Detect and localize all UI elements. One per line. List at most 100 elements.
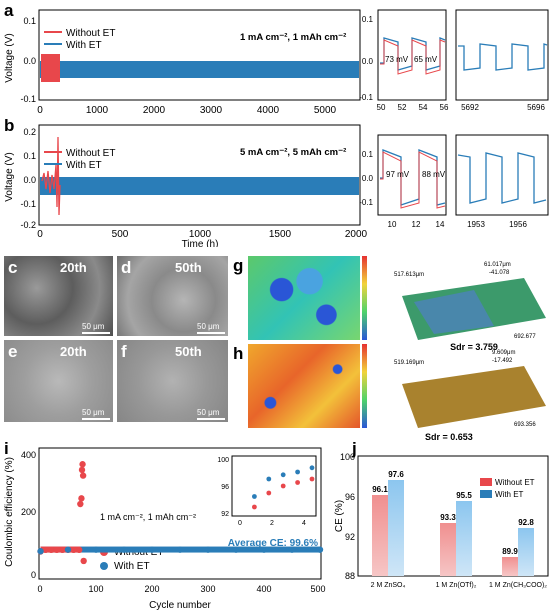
y-tick: 92 (221, 511, 229, 518)
ce-point-with-et (37, 548, 44, 555)
x-tick: 300 (200, 584, 215, 594)
legend-with-et: With ET (114, 561, 150, 572)
surface-3d-h (402, 366, 546, 428)
bar-value-label: 97.6 (388, 470, 404, 479)
scale-bar-label: 50 μm (197, 408, 220, 417)
panel-c-letter: c (8, 258, 18, 277)
panel-a-zoom1-trace-without (380, 39, 446, 75)
x-tick: 2000 (345, 229, 368, 240)
panel-a-with-et-trace (40, 61, 359, 78)
y-tick: 0.0 (362, 57, 374, 66)
panel-b-letter: b (4, 116, 14, 135)
y-tick: 100 (340, 452, 355, 462)
y-tick: 92 (345, 532, 355, 542)
x-tick: 10 (388, 220, 397, 229)
panel-i-inset-frame (231, 455, 317, 517)
x-tick: 4000 (257, 105, 280, 116)
x-tick: 2000 (143, 105, 166, 116)
inset-point-without-et (309, 476, 315, 482)
panel-b-frame (38, 124, 361, 226)
y-tick: 0.0 (23, 175, 36, 185)
scale-bar (197, 332, 225, 334)
bar-value-label: 96.1 (372, 485, 388, 494)
y-tick: 0.1 (362, 150, 374, 159)
zoom-annot: 88 mV (422, 170, 446, 179)
x-tick: 100 (88, 584, 103, 594)
y-axis-label: Voltage (V) (4, 33, 15, 82)
ce-point-with-et (316, 546, 324, 553)
x-tick: 0 (37, 105, 43, 116)
panel-i-letter: i (4, 440, 9, 458)
y-tick: 0.1 (23, 16, 36, 26)
sem-cycle-label: 20th (60, 344, 87, 359)
panel-b-condition: 5 mA cm⁻², 5 mAh cm⁻² (240, 147, 346, 158)
bar-with-et (456, 501, 472, 576)
x-tick: 5000 (314, 105, 337, 116)
x-tick: 1956 (509, 220, 527, 229)
x-tick: 0 (238, 520, 242, 527)
x-tick: 54 (419, 103, 428, 112)
panel-h-letter: h (233, 344, 244, 363)
legend-swatch-with (480, 490, 492, 498)
ce-point-without-et (53, 546, 60, 554)
ce-point-without-et (78, 466, 86, 474)
panel-i-condition: 1 mA cm⁻², 1 mAh cm⁻² (100, 512, 196, 522)
x-tick: 500 (112, 229, 129, 240)
sem-image-e: 20th 50 μm (4, 340, 113, 422)
x-tick: 1000 (86, 105, 109, 116)
sdr-value: Sdr = 3.759 (450, 342, 498, 352)
scale-bar-label: 50 μm (82, 408, 105, 417)
legend-with-et: With ET (495, 490, 524, 499)
bar-value-label: 93.3 (440, 513, 456, 522)
legend-without-et: Without ET (66, 148, 115, 159)
z-max-label: 9.609μm (492, 350, 515, 356)
ce-point-without-et (77, 500, 84, 508)
bar-value-label: 92.8 (518, 518, 534, 527)
scale-bar-label: 50 μm (197, 322, 220, 331)
height-map-g (248, 256, 360, 340)
x-tick: 50 (377, 103, 386, 112)
inset-point-with-et (295, 469, 300, 475)
ce-point-without-et (80, 557, 87, 565)
sem-image-f: 50th 50 μm (117, 340, 228, 422)
ce-point-with-et (288, 546, 296, 553)
ce-point-without-et (70, 546, 77, 554)
inset-point-without-et (295, 480, 300, 485)
ce-point-without-et (79, 472, 87, 479)
ce-point-without-et (79, 461, 86, 468)
y-tick: -0.1 (359, 198, 373, 207)
z-min-label: -41.078 (489, 270, 510, 276)
bar-value-label: 95.5 (456, 491, 472, 500)
y-tick: 96 (221, 484, 229, 491)
y-tick: 100 (217, 457, 229, 464)
panel-j-chart: j CE (%) 100 96 92 88 Without ET With ET… (334, 440, 549, 589)
x-tick: 5696 (527, 103, 545, 112)
color-scale-g (362, 256, 367, 340)
zoom-annot: 97 mV (386, 170, 410, 179)
y-tick: 0.0 (362, 174, 374, 183)
x-tick: 52 (398, 103, 407, 112)
zoom-annot: 65 mV (414, 55, 438, 64)
bar-without-et (372, 495, 388, 576)
panel-j-letter: j (351, 440, 357, 458)
panel-b-zoom1-trace-without (380, 151, 446, 209)
panel-a-zoom2-frame (455, 9, 549, 101)
x-tick: 1500 (269, 229, 292, 240)
panel-b-with-et-trace (40, 177, 359, 195)
legend-swatch-without (480, 478, 492, 486)
y-tick: 0 (31, 570, 36, 580)
legend-without-et: Without ET (66, 28, 115, 39)
y-tick: 400 (21, 450, 36, 460)
category-label: 1 M Zn(OTf)₂ (436, 582, 477, 589)
panel-a-without-et-trace (41, 54, 60, 82)
inset-point-with-et (280, 472, 286, 478)
sem-image-d: 50th 50 μm (117, 256, 228, 336)
z-max-label: 61.017μm (484, 262, 511, 268)
sem-cycle-label: 50th (175, 260, 202, 275)
panel-a: a Without ET With ET 1 mA cm⁻², 1 mAh cm… (4, 1, 549, 116)
panel-e-letter: e (8, 342, 18, 361)
bar-without-et (440, 523, 456, 576)
y-tick: -0.2 (20, 220, 36, 230)
surface-3d-g-valley (414, 290, 494, 334)
y-axis-label: Voltage (V) (4, 152, 15, 201)
